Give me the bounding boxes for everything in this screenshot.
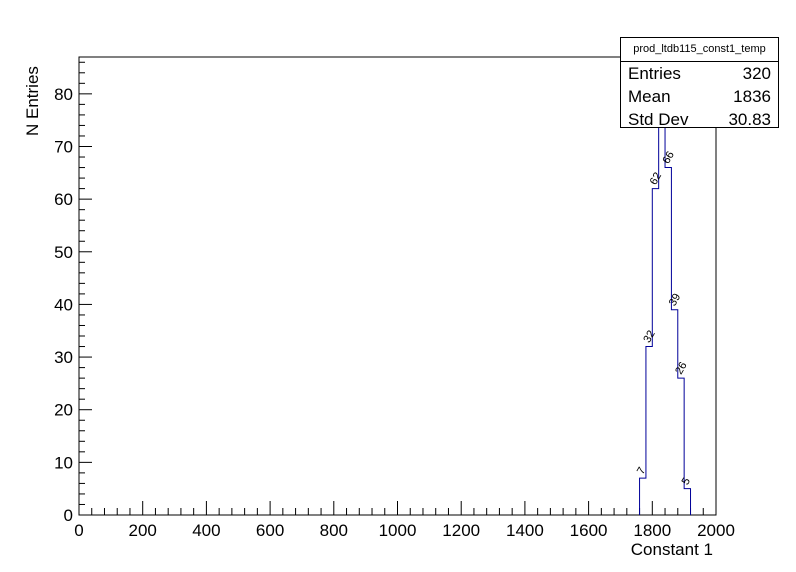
stat-value: 1836 — [733, 87, 771, 106]
y-tick-label: 10 — [54, 453, 73, 472]
x-tick-label: 1400 — [506, 521, 544, 540]
y-tick-label: 40 — [54, 295, 73, 314]
stat-value: 30.83 — [728, 110, 771, 129]
stat-value: 320 — [742, 64, 771, 83]
y-axis: 0 10 20 30 40 50 60 70 80 — [54, 61, 92, 525]
histogram-bin — [684, 489, 690, 515]
stat-key: Std Dev — [628, 110, 689, 129]
bin-value-label: 7 — [635, 465, 648, 476]
stat-key: Entries — [628, 64, 681, 83]
stats-title: prod_ltdb115_const1_temp — [621, 38, 778, 62]
histogram-bin — [640, 478, 646, 515]
x-tick-label: 800 — [320, 521, 348, 540]
x-tick-label: 2000 — [697, 521, 735, 540]
stat-key: Mean — [628, 87, 671, 106]
y-axis-title: N Entries — [23, 66, 42, 136]
x-tick-label: 0 — [74, 521, 83, 540]
bin-value-label: 26 — [673, 360, 690, 377]
y-tick-label: 80 — [54, 85, 73, 104]
bin-value-label: 66 — [660, 149, 677, 166]
x-axis-title: Constant 1 — [631, 540, 713, 559]
x-tick-label: 600 — [256, 521, 284, 540]
x-tick-label: 1800 — [633, 521, 671, 540]
stat-row-std-dev: Std Dev 30.83 — [628, 108, 771, 131]
histogram-bin — [671, 310, 677, 515]
y-tick-label: 30 — [54, 348, 73, 367]
y-tick-label: 70 — [54, 137, 73, 156]
stats-box: prod_ltdb115_const1_temp Entries 320 Mea… — [620, 37, 779, 131]
stat-row-entries: Entries 320 — [628, 62, 771, 85]
bin-value-label: 62 — [648, 171, 665, 188]
stat-row-mean: Mean 1836 — [628, 85, 771, 108]
x-tick-label: 400 — [192, 521, 220, 540]
x-tick-label: 1200 — [442, 521, 480, 540]
bin-value-label: 39 — [667, 292, 684, 309]
histogram-bin — [652, 189, 658, 515]
x-tick-label: 200 — [129, 521, 157, 540]
histogram-bin — [665, 168, 671, 515]
y-tick-label: 60 — [54, 190, 73, 209]
bin-value-label: 5 — [680, 476, 693, 487]
y-tick-label: 20 — [54, 401, 73, 420]
bin-value-label: 32 — [641, 328, 658, 345]
histogram-bin — [646, 347, 652, 515]
y-tick-label: 50 — [54, 243, 73, 262]
x-tick-label: 1600 — [570, 521, 608, 540]
bin-labels: 7 32 62 66 39 26 5 — [635, 149, 693, 487]
x-tick-label: 1000 — [379, 521, 417, 540]
y-tick-label: 0 — [64, 506, 73, 525]
x-axis: 0 200 400 600 800 1000 1200 1400 1600 1800 2000 — [74, 501, 735, 540]
histogram-bin — [678, 378, 684, 515]
